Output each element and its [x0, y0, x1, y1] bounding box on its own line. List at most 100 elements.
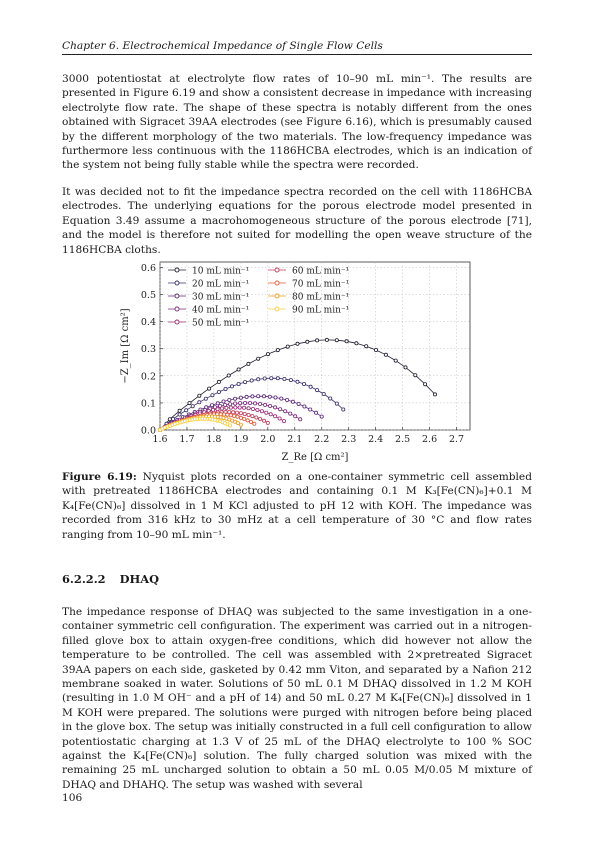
x-tick-label: 1.6: [152, 434, 167, 445]
data-point: [423, 382, 428, 387]
data-point: [313, 410, 318, 415]
data-point: [177, 408, 182, 413]
data-point: [233, 396, 238, 401]
caption-text: Nyquist plots recorded on a one-containe…: [62, 471, 532, 541]
data-point: [197, 400, 202, 405]
x-tick-label: 2.5: [395, 434, 410, 445]
data-point: [354, 341, 359, 346]
legend-label: 30 mL min⁻¹: [192, 293, 249, 303]
page-header: Chapter 6. Electrochemical Impedance of …: [62, 40, 532, 55]
data-point: [210, 393, 215, 398]
paragraph-3: The impedance response of DHAQ was subje…: [62, 606, 532, 791]
data-point: [250, 414, 255, 419]
data-point: [321, 391, 326, 396]
data-point: [245, 418, 250, 423]
data-point: [254, 415, 259, 420]
data-point: [221, 399, 226, 404]
data-point: [273, 414, 278, 419]
legend-marker: [174, 306, 180, 312]
data-point: [220, 406, 225, 411]
data-point: [315, 388, 320, 393]
data-point: [275, 376, 280, 381]
data-point: [243, 400, 248, 405]
x-tick-label: 1.7: [179, 434, 194, 445]
data-point: [238, 422, 243, 427]
data-point: [278, 407, 283, 412]
data-point: [228, 402, 233, 407]
data-point: [197, 393, 202, 398]
section-number: 6.2.2.2: [62, 572, 106, 586]
x-tick-label: 2.0: [260, 434, 275, 445]
legend-label: 70 mL min⁻¹: [292, 280, 349, 290]
data-point: [259, 409, 264, 414]
data-point: [237, 405, 242, 410]
data-point: [293, 414, 298, 419]
data-point: [364, 344, 369, 349]
data-point: [383, 352, 388, 357]
data-point: [171, 416, 176, 421]
x-tick-label: 2.6: [422, 434, 437, 445]
data-point: [253, 401, 258, 406]
data-point: [334, 401, 339, 406]
data-point: [258, 416, 263, 421]
legend-label: 40 mL min⁻¹: [192, 306, 249, 316]
legend-label: 60 mL min⁻¹: [292, 267, 349, 277]
data-point: [222, 412, 227, 417]
legend-marker: [274, 280, 280, 286]
data-point: [296, 401, 301, 406]
data-point: [242, 411, 247, 416]
data-point: [268, 403, 273, 408]
data-point: [228, 405, 233, 410]
data-point: [210, 403, 215, 408]
data-point: [187, 401, 192, 406]
data-point: [235, 414, 240, 419]
x-axis-label: Z_Re [Ω cm²]: [282, 452, 349, 463]
legend-marker: [274, 293, 280, 299]
data-point: [238, 395, 243, 400]
data-point: [249, 378, 254, 383]
data-point: [283, 409, 288, 414]
data-point: [315, 338, 320, 343]
data-point: [277, 416, 282, 421]
data-point: [267, 394, 272, 399]
data-point: [273, 395, 278, 400]
paragraph-2: It was decided not to fit the impedance …: [62, 186, 532, 256]
data-point: [334, 338, 339, 343]
data-point: [246, 406, 251, 411]
data-point: [288, 378, 293, 383]
data-point: [238, 401, 243, 406]
data-point: [319, 414, 324, 419]
data-point: [248, 419, 253, 424]
paragraph-1: 3000 potentiostat at electrolyte flow ra…: [62, 73, 532, 172]
data-point: [229, 384, 234, 389]
data-point: [301, 381, 306, 386]
data-point: [281, 419, 286, 424]
data-point: [269, 376, 274, 381]
data-point: [190, 404, 195, 409]
data-point: [264, 410, 269, 415]
data-point: [252, 421, 257, 426]
x-tick-label: 2.4: [368, 434, 383, 445]
data-point: [228, 423, 233, 428]
plot-frame: [159, 261, 471, 431]
x-tick-label: 2.2: [314, 434, 329, 445]
data-point: [263, 402, 268, 407]
legend-marker: [274, 267, 280, 273]
legend-marker: [174, 319, 180, 325]
data-point: [223, 386, 228, 391]
page-number: 106: [62, 792, 83, 804]
data-point: [232, 413, 237, 418]
data-point: [248, 400, 253, 405]
data-point: [403, 365, 408, 370]
legend-label: 10 mL min⁻¹: [192, 267, 249, 277]
data-point: [242, 416, 247, 421]
data-point: [246, 361, 251, 366]
y-tick-label: 0.1: [141, 398, 156, 409]
legend-marker: [174, 280, 180, 286]
data-point: [184, 408, 189, 413]
data-point: [261, 394, 266, 399]
nyquist-figure: 1.6 1.7 1.8 1.9 2.0 2.1 2.2 2.3 2.4 2.5 2.6 2.7 0.0 0…: [100, 250, 480, 490]
legend-label: 90 mL min⁻¹: [292, 306, 349, 316]
data-point: [218, 403, 223, 408]
data-point: [295, 341, 300, 346]
